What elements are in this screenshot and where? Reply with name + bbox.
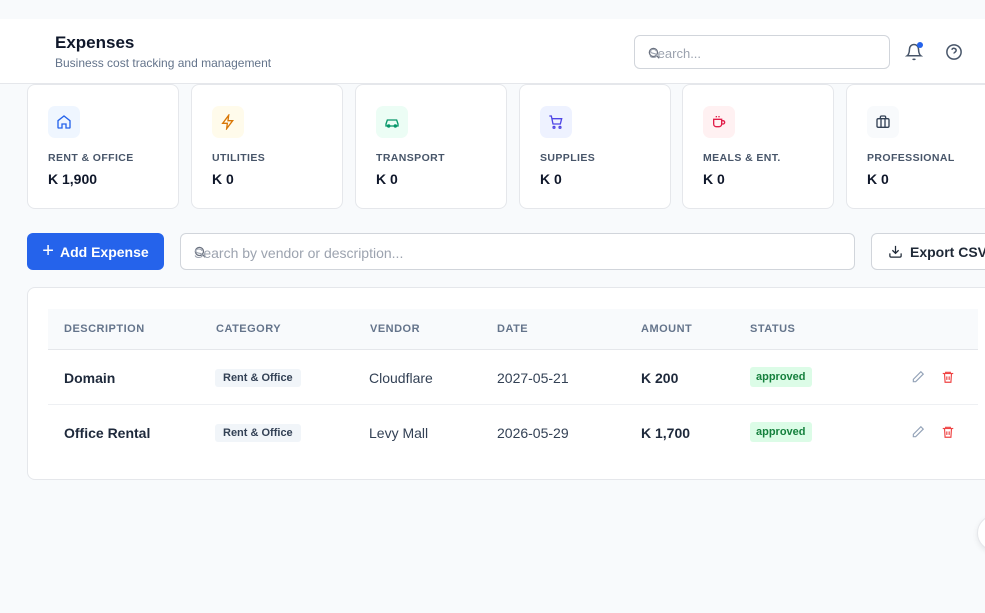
bolt-icon — [221, 114, 234, 130]
card-label: SUPPLIES — [540, 152, 596, 164]
export-csv-button[interactable]: Export CSV — [871, 233, 985, 270]
table-row[interactable]: Domain Rent & Office Cloudflare 2027-05-… — [48, 350, 978, 405]
bell-icon — [904, 43, 924, 61]
page-subtitle: Business cost tracking and management — [55, 56, 272, 70]
page-header: Expenses Business cost tracking and mana… — [0, 19, 985, 84]
help-circle-icon — [946, 44, 962, 60]
card-label: RENT & OFFICE — [48, 152, 134, 164]
edit-icon[interactable] — [911, 370, 925, 384]
card-transport: TRANSPORT K 0 — [355, 84, 507, 209]
column-header[interactable]: VENDOR — [370, 323, 421, 335]
card-icon-box — [540, 106, 572, 138]
card-supplies: SUPPLIES K 0 — [519, 84, 671, 209]
cell-date: 2026-05-29 — [497, 425, 569, 441]
cell-vendor: Levy Mall — [369, 425, 429, 441]
card-value: K 0 — [540, 171, 562, 187]
card-value: K 0 — [376, 171, 398, 187]
column-header[interactable]: CATEGORY — [216, 323, 282, 335]
notifications-button[interactable] — [904, 42, 924, 61]
page-title: Expenses — [55, 33, 135, 52]
card-rent-office: RENT & OFFICE K 1,900 — [27, 84, 179, 209]
card-icon-box — [376, 106, 408, 138]
add-expense-button[interactable]: + Add Expense — [27, 233, 164, 270]
card-utilities: UTILITIES K 0 — [191, 84, 343, 209]
delete-icon[interactable] — [941, 370, 955, 384]
card-label: MEALS & ENT. — [703, 152, 781, 164]
edit-icon[interactable] — [911, 425, 925, 439]
cell-amount: K 200 — [641, 370, 679, 386]
cell-date: 2027-05-21 — [497, 370, 569, 386]
notification-dot — [917, 42, 923, 48]
card-professional: PROFESSIONAL K 0 — [846, 84, 985, 209]
card-icon-box — [867, 106, 899, 138]
plus-icon: + — [42, 239, 54, 262]
search-icon — [648, 47, 660, 59]
global-search-placeholder: Search... — [649, 46, 702, 61]
expense-search-placeholder: Search by vendor or description... — [194, 245, 404, 261]
expenses-table-panel: DESCRIPTION CATEGORY VENDOR DATE AMOUNT … — [27, 287, 985, 480]
cell-amount: K 1,700 — [641, 425, 691, 441]
status-badge: approved — [750, 422, 812, 442]
briefcase-icon — [876, 115, 890, 128]
table-row[interactable]: Office Rental Rent & Office Levy Mall 20… — [48, 405, 978, 460]
card-value: K 1,900 — [48, 171, 98, 187]
column-header[interactable]: AMOUNT — [641, 323, 693, 335]
column-header[interactable]: DESCRIPTION — [64, 323, 145, 335]
card-value: K 0 — [867, 171, 889, 187]
category-badge: Rent & Office — [215, 424, 301, 442]
floating-action-button[interactable] — [977, 515, 985, 551]
card-value: K 0 — [703, 171, 725, 187]
card-label: TRANSPORT — [376, 152, 445, 164]
cell-vendor: Cloudflare — [369, 370, 433, 386]
cell-description: Domain — [64, 370, 116, 386]
export-csv-label: Export CSV — [910, 243, 985, 260]
search-icon — [194, 246, 206, 258]
status-badge: approved — [750, 367, 812, 387]
card-value: K 0 — [212, 171, 234, 187]
cart-icon — [549, 115, 563, 129]
add-expense-label: Add Expense — [59, 243, 149, 260]
table-header: DESCRIPTION CATEGORY VENDOR DATE AMOUNT … — [48, 309, 978, 350]
column-header[interactable]: STATUS — [750, 323, 796, 335]
delete-icon[interactable] — [941, 425, 955, 439]
card-meals-ent: MEALS & ENT. K 0 — [682, 84, 834, 209]
card-label: UTILITIES — [212, 152, 266, 164]
card-icon-box — [703, 106, 735, 138]
car-icon — [385, 119, 399, 128]
global-search-input[interactable]: Search... — [634, 35, 890, 69]
expense-search-input[interactable]: Search by vendor or description... — [180, 233, 855, 270]
category-badge: Rent & Office — [215, 369, 301, 387]
card-icon-box — [48, 106, 80, 138]
home-icon — [57, 115, 71, 129]
coffee-icon — [713, 116, 726, 128]
card-label: PROFESSIONAL — [867, 152, 955, 164]
help-button[interactable] — [945, 43, 963, 61]
download-icon — [889, 245, 902, 258]
column-header[interactable]: DATE — [497, 323, 529, 335]
card-icon-box — [212, 106, 244, 138]
cell-description: Office Rental — [64, 425, 151, 441]
